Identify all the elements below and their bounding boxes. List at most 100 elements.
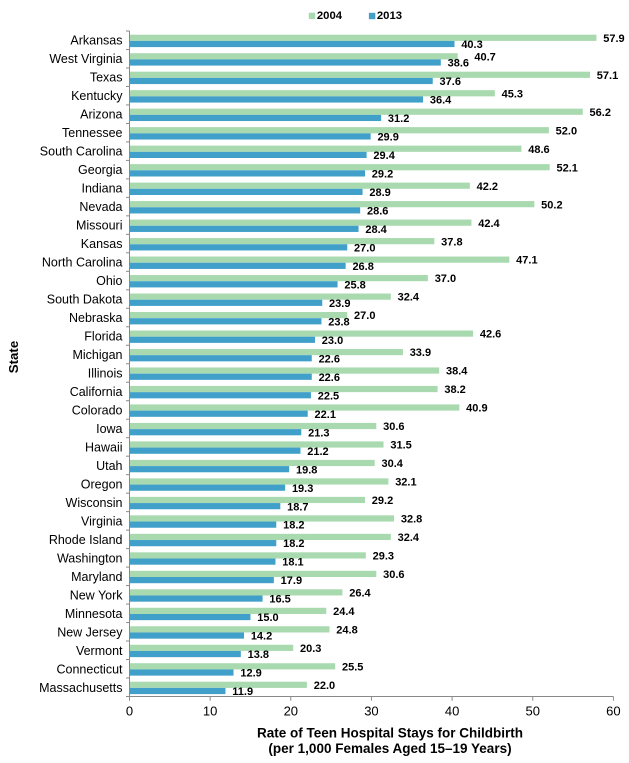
- svg-text:38.4: 38.4: [446, 366, 468, 378]
- svg-text:10: 10: [203, 703, 217, 718]
- svg-text:37.0: 37.0: [435, 273, 456, 285]
- svg-text:13.8: 13.8: [248, 649, 269, 661]
- svg-text:26.8: 26.8: [352, 261, 373, 273]
- svg-text:Nevada: Nevada: [79, 200, 122, 214]
- svg-text:(per 1,000 Females Aged 15–19: (per 1,000 Females Aged 15–19 Years): [268, 741, 511, 756]
- svg-text:26.4: 26.4: [349, 587, 371, 599]
- svg-text:22.5: 22.5: [318, 390, 339, 402]
- svg-text:30.6: 30.6: [383, 569, 404, 581]
- svg-text:18.2: 18.2: [283, 520, 304, 532]
- svg-text:18.1: 18.1: [282, 557, 303, 569]
- svg-text:27.0: 27.0: [354, 242, 375, 254]
- svg-text:57.9: 57.9: [603, 33, 624, 45]
- svg-text:29.4: 29.4: [373, 150, 395, 162]
- svg-text:33.9: 33.9: [410, 347, 431, 359]
- svg-text:Vermont: Vermont: [76, 644, 123, 658]
- svg-text:Connecticut: Connecticut: [56, 662, 123, 676]
- svg-text:Utah: Utah: [96, 459, 122, 473]
- svg-text:27.0: 27.0: [354, 310, 375, 322]
- svg-text:52.0: 52.0: [556, 125, 577, 137]
- svg-text:23.9: 23.9: [329, 298, 350, 310]
- svg-text:20: 20: [284, 703, 298, 718]
- svg-text:36.4: 36.4: [430, 95, 452, 107]
- svg-text:Hawaii: Hawaii: [85, 440, 123, 454]
- svg-text:12.9: 12.9: [240, 668, 261, 680]
- svg-text:28.4: 28.4: [365, 224, 387, 236]
- svg-text:47.1: 47.1: [516, 255, 537, 267]
- svg-text:20.3: 20.3: [300, 643, 321, 655]
- svg-text:38.2: 38.2: [444, 384, 465, 396]
- svg-text:17.9: 17.9: [281, 575, 302, 587]
- svg-text:19.8: 19.8: [296, 464, 317, 476]
- svg-text:29.9: 29.9: [377, 132, 398, 144]
- svg-text:32.1: 32.1: [395, 477, 416, 489]
- svg-text:Minnesota: Minnesota: [65, 607, 123, 621]
- svg-text:Colorado: Colorado: [72, 403, 123, 417]
- svg-text:48.6: 48.6: [528, 144, 549, 156]
- svg-text:Michigan: Michigan: [72, 348, 122, 362]
- svg-text:2004: 2004: [317, 10, 343, 22]
- svg-text:42.6: 42.6: [480, 329, 501, 341]
- svg-text:60: 60: [606, 703, 620, 718]
- svg-text:30.6: 30.6: [383, 421, 404, 433]
- svg-text:40.3: 40.3: [461, 39, 482, 51]
- svg-text:18.2: 18.2: [283, 538, 304, 550]
- svg-text:19.3: 19.3: [292, 483, 313, 495]
- svg-text:Rate of Teen Hospital Stays fo: Rate of Teen Hospital Stays for Childbir…: [257, 726, 523, 741]
- svg-text:Maryland: Maryland: [71, 570, 122, 584]
- svg-text:22.0: 22.0: [314, 680, 335, 692]
- svg-text:37.6: 37.6: [440, 76, 461, 88]
- svg-text:Iowa: Iowa: [96, 422, 122, 436]
- svg-text:31.5: 31.5: [390, 440, 411, 452]
- svg-text:30.4: 30.4: [381, 458, 403, 470]
- svg-text:21.3: 21.3: [308, 427, 329, 439]
- svg-text:52.1: 52.1: [556, 162, 577, 174]
- svg-text:11.9: 11.9: [232, 686, 253, 698]
- svg-text:State: State: [6, 341, 21, 374]
- svg-text:Washington: Washington: [57, 551, 123, 565]
- svg-text:South Carolina: South Carolina: [40, 145, 123, 159]
- svg-text:15.0: 15.0: [257, 612, 278, 624]
- svg-text:New York: New York: [70, 588, 124, 602]
- svg-text:42.4: 42.4: [478, 218, 500, 230]
- svg-text:22.6: 22.6: [319, 372, 340, 384]
- svg-text:Kentucky: Kentucky: [71, 89, 123, 103]
- svg-text:Massachusetts: Massachusetts: [39, 681, 122, 695]
- svg-text:24.4: 24.4: [333, 606, 355, 618]
- svg-text:North Carolina: North Carolina: [42, 256, 123, 270]
- svg-text:Indiana: Indiana: [81, 182, 122, 196]
- svg-text:32.4: 32.4: [398, 292, 420, 304]
- svg-text:Florida: Florida: [84, 330, 122, 344]
- svg-text:Wisconsin: Wisconsin: [66, 496, 123, 510]
- svg-text:23.8: 23.8: [328, 316, 349, 328]
- svg-text:28.9: 28.9: [369, 187, 390, 199]
- svg-text:Tennessee: Tennessee: [62, 126, 123, 140]
- svg-text:23.0: 23.0: [322, 335, 343, 347]
- svg-text:40.7: 40.7: [474, 51, 495, 63]
- svg-text:Arkansas: Arkansas: [70, 34, 122, 48]
- svg-text:29.2: 29.2: [372, 495, 393, 507]
- svg-text:24.8: 24.8: [336, 624, 357, 636]
- svg-text:42.2: 42.2: [477, 181, 498, 193]
- svg-text:25.8: 25.8: [344, 279, 365, 291]
- svg-text:New Jersey: New Jersey: [57, 625, 123, 639]
- svg-text:Kansas: Kansas: [81, 237, 123, 251]
- svg-text:30: 30: [364, 703, 378, 718]
- svg-text:16.5: 16.5: [269, 594, 290, 606]
- svg-text:22.1: 22.1: [315, 409, 336, 421]
- svg-text:Ohio: Ohio: [96, 274, 122, 288]
- svg-text:Nebraska: Nebraska: [69, 311, 123, 325]
- svg-text:South Dakota: South Dakota: [47, 293, 123, 307]
- svg-text:West Virginia: West Virginia: [49, 52, 122, 66]
- svg-text:28.6: 28.6: [367, 205, 388, 217]
- svg-text:38.6: 38.6: [448, 58, 469, 70]
- svg-text:California: California: [70, 385, 123, 399]
- svg-text:37.8: 37.8: [441, 236, 462, 248]
- svg-text:45.3: 45.3: [502, 88, 523, 100]
- svg-text:Arizona: Arizona: [80, 108, 122, 122]
- svg-text:56.2: 56.2: [590, 107, 611, 119]
- svg-text:25.5: 25.5: [342, 661, 363, 673]
- svg-text:29.3: 29.3: [373, 551, 394, 563]
- svg-text:40.9: 40.9: [466, 403, 487, 415]
- svg-text:50.2: 50.2: [541, 199, 562, 211]
